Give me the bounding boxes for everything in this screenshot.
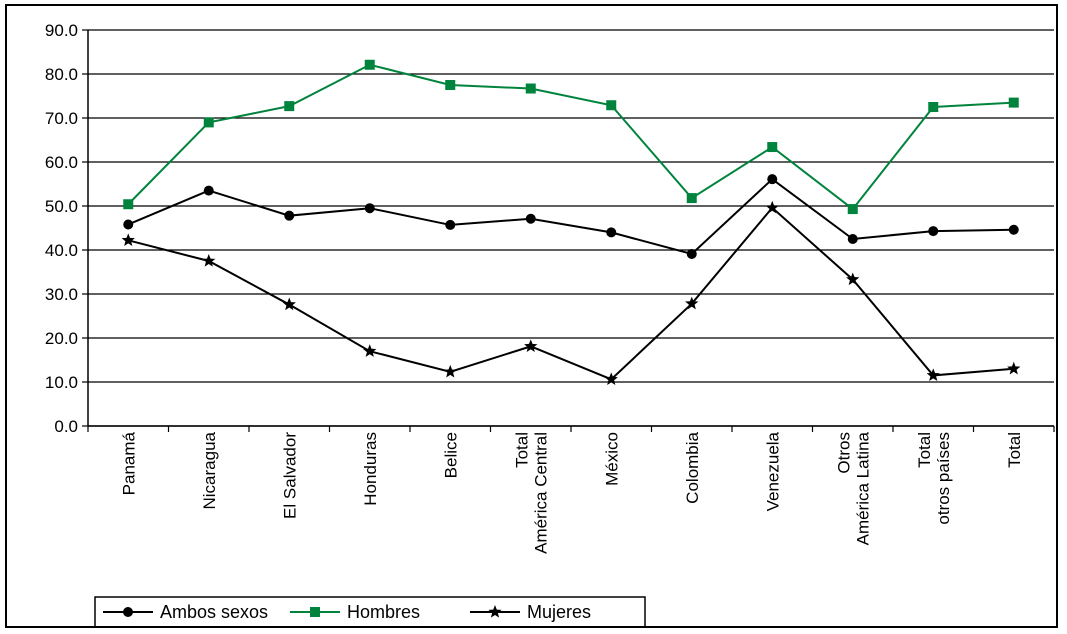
x-category-label: México bbox=[602, 432, 621, 486]
series-line bbox=[128, 206, 1014, 381]
y-tick-label: 50.0 bbox=[45, 197, 78, 216]
data-point bbox=[928, 102, 939, 112]
x-category-label: Venezuela bbox=[763, 431, 782, 511]
data-point bbox=[203, 185, 214, 196]
data-point bbox=[685, 296, 699, 310]
series-line bbox=[127, 177, 1014, 256]
legend-marker bbox=[488, 605, 502, 618]
data-point bbox=[443, 364, 457, 378]
chart-frame: 0.0 10.0 20.0 30.0 40.0 50.0 60.0 70.0 80.0 90.0 … bbox=[5, 4, 1058, 628]
x-category-label: Panamá bbox=[119, 431, 138, 495]
x-category-label: Belice bbox=[441, 432, 460, 478]
data-point bbox=[606, 227, 617, 238]
data-point bbox=[202, 254, 216, 267]
x-category-label: Nicaragua bbox=[200, 431, 219, 509]
legend-label: Mujeres bbox=[527, 602, 591, 622]
data-point bbox=[767, 142, 778, 153]
data-point bbox=[847, 234, 858, 244]
data-point bbox=[686, 248, 697, 259]
data-point bbox=[604, 372, 618, 386]
x-category-label: América Latina bbox=[853, 431, 872, 545]
data-point bbox=[686, 193, 697, 204]
line-chart: 0.010.020.030.040.050.060.070.080.090.0 … bbox=[45, 21, 1055, 626]
y-tick-label: 20.0 bbox=[45, 329, 78, 348]
data-point bbox=[445, 219, 456, 230]
legend-label: Hombres bbox=[347, 602, 420, 622]
data-point bbox=[524, 339, 538, 353]
data-point bbox=[525, 83, 536, 94]
series-line bbox=[127, 63, 1014, 211]
data-point bbox=[847, 204, 858, 215]
data-point bbox=[363, 344, 377, 357]
data-point bbox=[364, 203, 375, 214]
data-point bbox=[928, 226, 939, 237]
y-tick-label: 70.0 bbox=[45, 109, 78, 128]
gridlines bbox=[88, 29, 1054, 427]
y-tick-label: 60.0 bbox=[45, 153, 78, 172]
x-category-label: Total bbox=[512, 432, 531, 468]
x-category-label: Honduras bbox=[361, 432, 380, 506]
x-category-label: Otros bbox=[834, 432, 853, 474]
data-point bbox=[282, 297, 296, 311]
data-point bbox=[767, 174, 778, 185]
data-point bbox=[284, 101, 295, 112]
data-point bbox=[525, 213, 536, 224]
series-markers bbox=[121, 59, 1021, 386]
legend: Ambos sexos Hombres Mujeres bbox=[94, 596, 646, 626]
x-axis-categories: Panamá Nicaragua El Salvador Honduras Belice… bbox=[119, 431, 1024, 553]
data-point bbox=[203, 117, 214, 128]
x-category-label: Colombia bbox=[683, 431, 702, 503]
x-category-label: otros países bbox=[934, 432, 953, 525]
data-point bbox=[284, 210, 295, 221]
legend-marker bbox=[310, 607, 320, 617]
x-category-label: Total bbox=[915, 432, 934, 468]
y-tick-label: 30.0 bbox=[45, 285, 78, 304]
data-point bbox=[123, 199, 134, 210]
x-category-label: Total bbox=[1005, 432, 1024, 468]
legend-label: Ambos sexos bbox=[160, 602, 268, 622]
x-category-label: El Salvador bbox=[280, 432, 299, 519]
data-point bbox=[445, 80, 456, 90]
series-lines bbox=[127, 63, 1014, 381]
y-tick-label: 0.0 bbox=[54, 417, 78, 436]
y-tick-label: 10.0 bbox=[45, 373, 78, 392]
axes bbox=[87, 30, 1055, 432]
data-point bbox=[1008, 224, 1019, 235]
data-point bbox=[765, 200, 779, 214]
data-point bbox=[846, 272, 860, 286]
y-tick-label: 90.0 bbox=[45, 21, 78, 40]
data-point bbox=[926, 368, 940, 382]
y-tick-label: 80.0 bbox=[45, 65, 78, 84]
y-axis-ticks: 0.0 10.0 20.0 30.0 40.0 50.0 60.0 70.0 80.0 90.0 bbox=[45, 21, 88, 436]
y-tick-label: 40.0 bbox=[45, 241, 78, 260]
data-point bbox=[1007, 361, 1021, 375]
data-point bbox=[123, 219, 134, 230]
legend-marker bbox=[123, 607, 133, 617]
data-point bbox=[606, 100, 617, 111]
data-point bbox=[121, 233, 135, 246]
x-category-label: América Central bbox=[531, 432, 550, 554]
legend-box bbox=[94, 596, 646, 626]
data-point bbox=[364, 59, 375, 70]
data-point bbox=[1008, 97, 1019, 108]
